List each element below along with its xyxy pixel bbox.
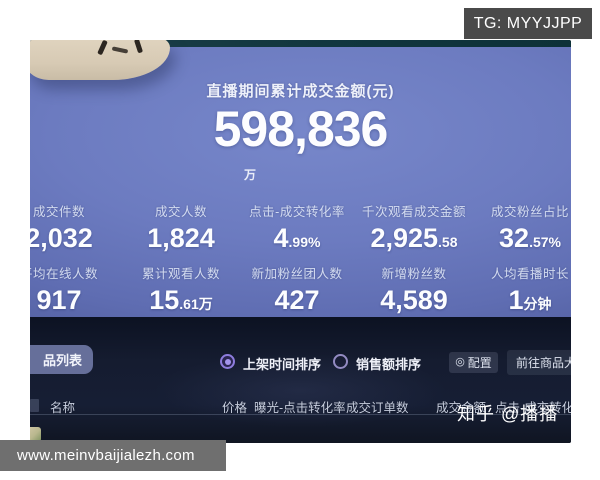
object-mark bbox=[133, 40, 144, 54]
stat-deal-users: 成交人数 1,824 bbox=[111, 201, 251, 254]
total-gmv-unit: 万 bbox=[244, 168, 257, 182]
board-title: 直播期间累计成交金额(元) bbox=[206, 83, 395, 100]
screen-top-strip bbox=[30, 40, 571, 47]
stat-label: 成交粉丝占比 bbox=[490, 205, 569, 219]
stat-value: 2,925.58 bbox=[370, 223, 458, 253]
goto-product-hall-button[interactable]: 前往商品大 bbox=[507, 350, 571, 375]
stat-label: 人均看播时长 bbox=[490, 267, 569, 281]
stat-value: 4.99% bbox=[273, 223, 321, 253]
column-header-price[interactable]: 价格 bbox=[222, 401, 248, 415]
stat-click-conversion: 点击-成交转化率 4.99% bbox=[227, 201, 367, 254]
stat-label: 累计观看人数 bbox=[141, 267, 220, 281]
stat-value: 427 bbox=[274, 285, 320, 315]
config-button-label: 配置 bbox=[467, 356, 492, 370]
stat-avg-watch-time: 人均看播时长 1分钟 bbox=[460, 263, 571, 316]
foreground-object bbox=[30, 40, 170, 80]
screen-glare bbox=[127, 354, 474, 443]
stat-gmv-per-thousand-views: 千次观看成交金额 2,925.58 bbox=[344, 201, 484, 254]
column-header-deal-amount[interactable]: 成交金额 bbox=[436, 401, 487, 415]
object-mark bbox=[111, 46, 129, 54]
stat-new-fanclub: 新加粉丝团人数 427 bbox=[227, 263, 367, 316]
radio-sort-by-sales[interactable] bbox=[333, 354, 348, 369]
table-header-divider bbox=[30, 414, 571, 415]
stat-new-followers: 新增粉丝数 4,589 bbox=[344, 263, 484, 316]
total-gmv-value: 598,836 bbox=[213, 101, 389, 157]
stat-value: 15.61万 bbox=[149, 285, 213, 315]
column-header-order-count[interactable]: 成交订单数 bbox=[346, 401, 409, 415]
stats-board: 直播期间累计成交金额(元) 598,836 万 成交件数 2,032 成交人数 … bbox=[30, 47, 571, 317]
sort-by-sales-label[interactable]: 销售额排序 bbox=[356, 357, 422, 372]
stat-total-viewers: 累计观看人数 15.61万 bbox=[111, 263, 251, 316]
stat-value: 917 bbox=[36, 285, 82, 315]
stat-label: 成交件数 bbox=[32, 205, 85, 219]
stat-label: 成交人数 bbox=[154, 205, 207, 219]
radio-sort-by-listing-time[interactable] bbox=[220, 354, 235, 369]
screen-photo: 直播期间累计成交金额(元) 598,836 万 成交件数 2,032 成交人数 … bbox=[30, 40, 571, 443]
stat-label: 新增粉丝数 bbox=[381, 267, 447, 281]
site-watermark: www.meinvbaijialezh.com bbox=[0, 440, 226, 471]
sort-by-listing-time-label[interactable]: 上架时间排序 bbox=[243, 357, 322, 372]
column-header-exposure-click-rate[interactable]: 曝光-点击转化率 bbox=[254, 401, 346, 415]
zhihu-watermark: 知乎 @播播 bbox=[457, 404, 559, 424]
stat-fan-deal-ratio: 成交粉丝占比 32.57% bbox=[460, 201, 571, 254]
stat-value: 32.57% bbox=[499, 223, 561, 253]
stat-value: 2,032 bbox=[30, 223, 93, 253]
stat-label: 点击-成交转化率 bbox=[249, 205, 345, 219]
gear-icon: ◎ bbox=[455, 356, 465, 368]
stat-label: 平均在线人数 bbox=[30, 267, 98, 281]
product-list-section: 品列表 上架时间排序 销售额排序 ◎ 配置 前往商品大 名称 价格 曝光-点击转… bbox=[30, 317, 571, 443]
tab-product-list[interactable]: 品列表 bbox=[30, 345, 93, 374]
stat-label: 新加粉丝团人数 bbox=[251, 267, 343, 281]
object-mark bbox=[97, 40, 108, 56]
stat-deal-items: 成交件数 2,032 bbox=[30, 201, 129, 254]
tg-watermark: TG: MYYJJPP bbox=[464, 8, 592, 39]
stat-label: 千次观看成交金额 bbox=[361, 205, 466, 219]
config-button[interactable]: ◎ 配置 bbox=[449, 352, 498, 373]
stat-value: 4,589 bbox=[380, 285, 448, 315]
column-header-name[interactable]: 名称 bbox=[50, 401, 76, 415]
stat-avg-online: 平均在线人数 917 bbox=[30, 263, 129, 316]
stat-value: 1,824 bbox=[147, 223, 215, 253]
column-header-click-deal-rate[interactable]: 点击-成交转化 bbox=[495, 401, 571, 415]
stat-value: 1分钟 bbox=[508, 285, 552, 315]
table-header-clipped-column bbox=[30, 399, 39, 412]
product-thumbnail-clipped bbox=[30, 427, 41, 442]
